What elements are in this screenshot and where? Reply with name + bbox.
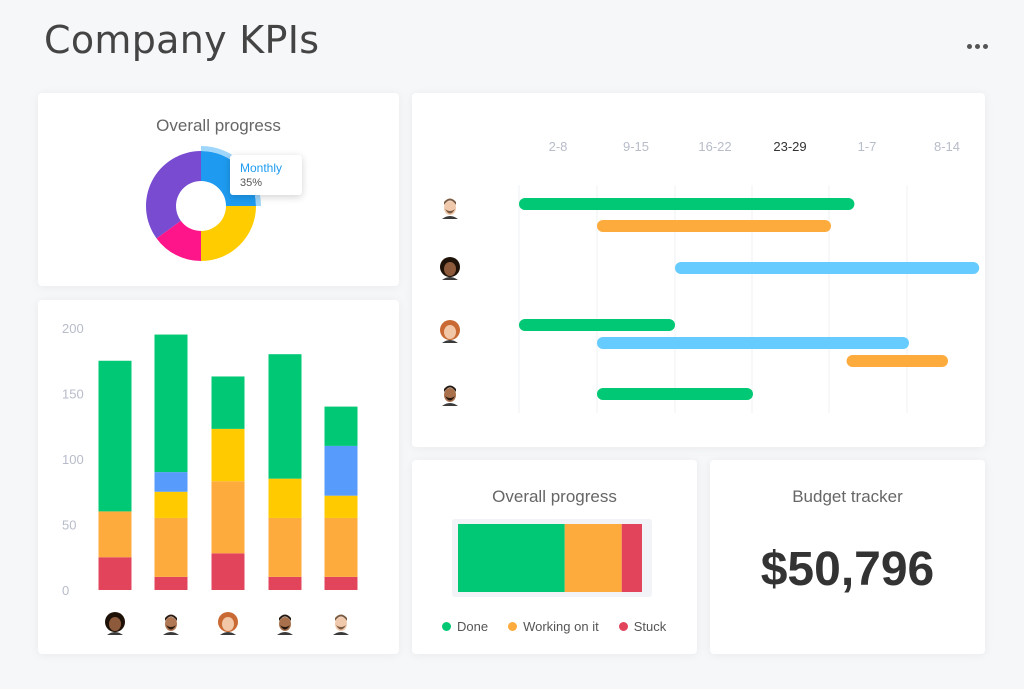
- bar-segment[interactable]: [98, 511, 132, 558]
- bar-avatar-2[interactable]: [159, 611, 183, 635]
- donut-slice-1[interactable]: [201, 206, 256, 261]
- bar-segment[interactable]: [211, 553, 245, 590]
- timeline-bar[interactable]: [519, 319, 675, 331]
- donut-tooltip: Monthly 35%: [230, 155, 302, 195]
- timeline-avatar-woman-curly[interactable]: [438, 256, 462, 280]
- legend-item-done: Done: [442, 619, 488, 634]
- bar-segment[interactable]: [268, 517, 302, 577]
- timeline-bar[interactable]: [597, 388, 753, 400]
- timeline-column-label: 16-22: [698, 139, 731, 154]
- more-horizontal-icon[interactable]: [964, 36, 990, 56]
- bar-avatar-5[interactable]: [329, 611, 353, 635]
- timeline-avatar-man-beard[interactable]: [438, 195, 462, 219]
- progress-legend: Done Working on it Stuck: [442, 619, 666, 634]
- progress-segment-1[interactable]: [564, 524, 622, 592]
- timeline-card: 2-8 9-15 16-22 23-29 1-7 8-14: [412, 93, 985, 447]
- bar-segment[interactable]: [268, 576, 302, 590]
- donut-chart[interactable]: [38, 93, 399, 286]
- timeline-column-label: 9-15: [623, 139, 649, 154]
- bar-segment[interactable]: [154, 491, 188, 518]
- y-tick-label: 50: [62, 518, 76, 533]
- timeline-bar[interactable]: [597, 220, 831, 232]
- timeline-bar[interactable]: [519, 198, 855, 210]
- tooltip-label: Monthly: [240, 161, 283, 175]
- timeline-bar[interactable]: [597, 337, 909, 349]
- legend-item-working: Working on it: [508, 619, 599, 634]
- bar-segment[interactable]: [154, 334, 188, 473]
- bar-segment[interactable]: [154, 576, 188, 590]
- donut-slice-3[interactable]: [146, 151, 201, 239]
- page-title: Company KPIs: [44, 18, 320, 62]
- bar-segment[interactable]: [324, 445, 358, 496]
- bar-segment[interactable]: [154, 517, 188, 577]
- timeline-chart: 2-8 9-15 16-22 23-29 1-7 8-14: [438, 139, 980, 413]
- progress-card-title: Overall progress: [492, 487, 617, 506]
- bar-segment[interactable]: [324, 406, 358, 446]
- bar-avatar-3[interactable]: [216, 611, 240, 635]
- timeline-bar[interactable]: [675, 262, 980, 274]
- budget-amount: $50,796: [760, 543, 935, 596]
- y-tick-label: 150: [62, 387, 84, 402]
- budget-tracker-card: Budget tracker $50,796: [710, 460, 985, 654]
- bar-segment[interactable]: [211, 481, 245, 554]
- timeline-column-label: 23-29: [773, 139, 806, 154]
- donut-card-title: Overall progress: [156, 116, 281, 135]
- bar-segment[interactable]: [98, 360, 132, 512]
- bar-segment[interactable]: [268, 354, 302, 479]
- overall-progress-donut-card: Overall progress Monthly 35%: [38, 93, 399, 286]
- overall-progress-bar-card: Overall progress Done Working on it Stuc…: [412, 460, 697, 654]
- legend-item-stuck: Stuck: [618, 619, 666, 634]
- timeline-avatar-woman-red[interactable]: [438, 319, 462, 343]
- donut-slice-2[interactable]: [156, 220, 201, 261]
- timeline-avatar-man-dark[interactable]: [438, 382, 462, 406]
- progress-segment-2[interactable]: [621, 524, 642, 592]
- bar-segment[interactable]: [211, 376, 245, 429]
- bar-segment[interactable]: [324, 517, 358, 577]
- bar-avatar-1[interactable]: [103, 611, 127, 635]
- timeline-column-label: 2-8: [549, 139, 568, 154]
- y-tick-label: 0: [62, 583, 69, 598]
- progress-segment-0[interactable]: [458, 524, 565, 592]
- budget-card-title: Budget tracker: [792, 487, 903, 506]
- timeline-bar[interactable]: [846, 355, 948, 367]
- bar-segment[interactable]: [324, 495, 358, 518]
- bar-segment[interactable]: [98, 557, 132, 590]
- bar-segment[interactable]: [268, 478, 302, 518]
- y-tick-label: 200: [62, 321, 84, 336]
- y-tick-label: 100: [62, 452, 84, 467]
- bar-avatar-4[interactable]: [273, 611, 297, 635]
- tooltip-value: 35%: [240, 177, 263, 189]
- progress-bar: [452, 519, 652, 597]
- stacked-bar-chart: 0 50 100 150 200: [62, 321, 358, 635]
- bar-segment[interactable]: [154, 472, 188, 492]
- bar-segment[interactable]: [211, 428, 245, 482]
- bar-segment[interactable]: [324, 576, 358, 590]
- timeline-column-label: 1-7: [858, 139, 877, 154]
- stacked-bar-card: 0 50 100 150 200: [38, 300, 399, 654]
- timeline-column-label: 8-14: [934, 139, 960, 154]
